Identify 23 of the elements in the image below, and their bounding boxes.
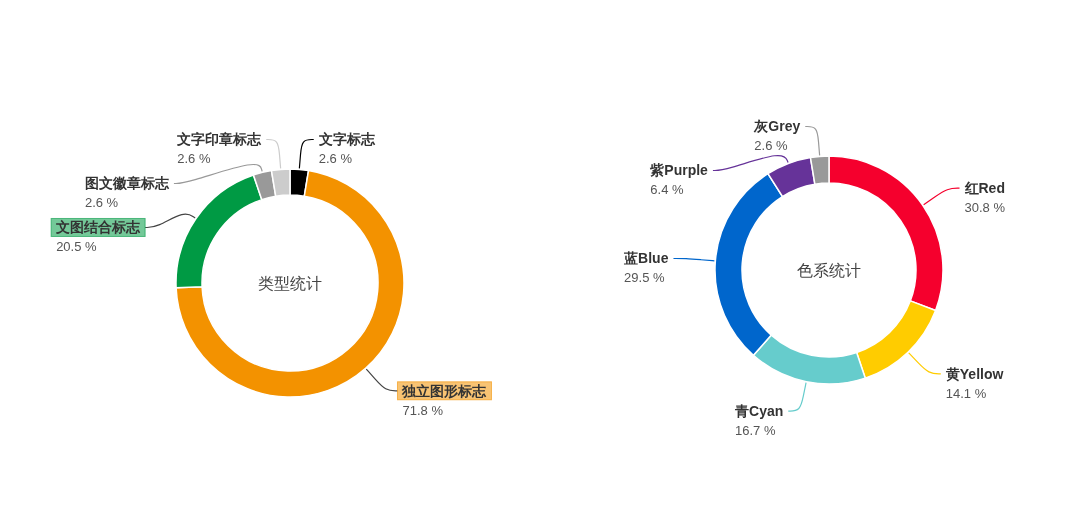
data-label: 20.5 % — [56, 239, 98, 255]
data-label: 2.6 % — [754, 138, 789, 154]
slice-label: 图文徽章标志 — [84, 175, 170, 192]
data-label: 6.4 % — [650, 182, 685, 198]
data-label: 2.6 % — [318, 151, 353, 167]
slice-label: 文字标志 — [317, 131, 376, 148]
slice-label: 青Cyan — [734, 403, 784, 420]
slice-label: 灰Grey — [753, 118, 801, 135]
slice-label: 文图结合标志 — [55, 219, 142, 236]
data-label: 30.8 % — [964, 200, 1006, 216]
data-label: 2.6 % — [177, 151, 211, 167]
data-label: 14.1 % — [945, 385, 987, 401]
slice-label: 蓝Blue — [623, 250, 669, 267]
data-label: 16.7 % — [735, 423, 776, 439]
slice-label: 文字印章标志 — [176, 131, 263, 148]
data-label: 2.6 % — [84, 195, 119, 211]
text: 类型统计 — [258, 274, 322, 292]
slice-label: 紫Purple — [649, 162, 709, 179]
text: 色系统计 — [797, 261, 861, 279]
slice-label: 黄Yellow — [944, 365, 1004, 382]
data-label: 71.8 % — [402, 402, 444, 418]
slice-label: 红Red — [963, 180, 1005, 197]
data-label: 29.5 % — [624, 270, 666, 286]
